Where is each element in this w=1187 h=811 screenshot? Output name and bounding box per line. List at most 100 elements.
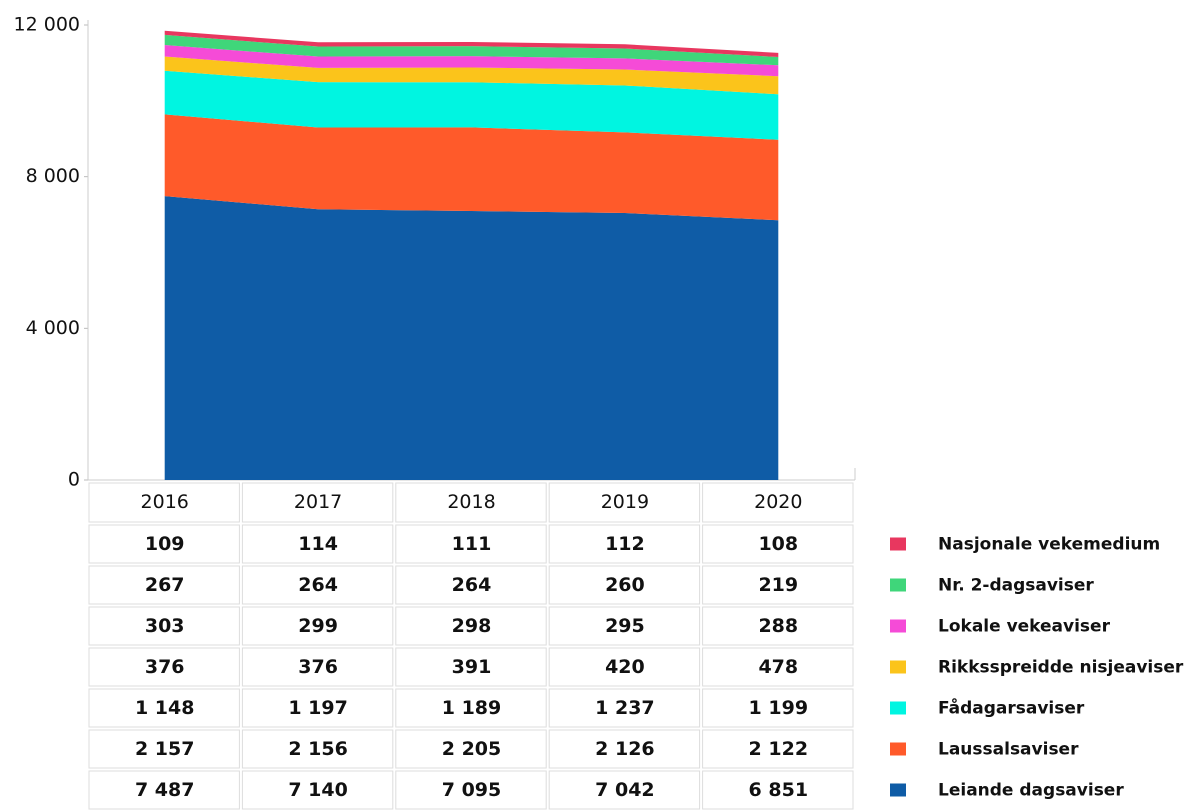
area (164, 196, 779, 480)
legend-swatch (890, 701, 906, 715)
year-label: 2019 (601, 491, 649, 513)
value-label: 267 (145, 574, 185, 596)
year-label: 2018 (447, 491, 495, 513)
value-label: 112 (605, 533, 645, 555)
area (164, 70, 779, 140)
table-cell (548, 688, 701, 728)
legend-swatch (890, 742, 906, 756)
table-cell (395, 482, 547, 523)
year-label: 2017 (294, 491, 342, 513)
value-label: 7 042 (595, 779, 655, 801)
area (164, 114, 779, 221)
table-cell (88, 688, 240, 728)
table-cell (395, 770, 547, 810)
value-label: 295 (605, 615, 645, 637)
legend-swatch (890, 619, 906, 633)
value-label: 264 (452, 574, 492, 596)
value-label: 114 (298, 533, 338, 555)
value-label: 1 199 (749, 697, 809, 719)
value-label: 6 851 (749, 779, 809, 801)
table-cell (548, 482, 701, 523)
value-label: 111 (452, 533, 492, 555)
legend-label: Nr. 2-dagsaviser (938, 576, 1094, 596)
legend-label: Nasjonale vekemedium (938, 535, 1160, 555)
value-label: 303 (145, 615, 185, 637)
area (164, 34, 779, 66)
value-label: 1 237 (595, 697, 655, 719)
table-cell (395, 647, 547, 687)
table-cell (702, 729, 854, 769)
table-cell (395, 524, 547, 564)
table-cell (548, 565, 701, 605)
table-cell (702, 524, 854, 564)
value-label: 2 205 (442, 738, 502, 760)
legend-swatch (890, 537, 906, 551)
value-label: 2 156 (288, 738, 348, 760)
legend-swatch (890, 783, 906, 797)
value-label: 260 (605, 574, 645, 596)
table-cell (548, 606, 701, 646)
table-cell (88, 647, 240, 687)
legend-label: Rikksspreidde nisjeaviser (938, 658, 1184, 678)
table-cell (702, 770, 854, 810)
table-cell (702, 482, 854, 523)
table-cell (88, 770, 240, 810)
year-label: 2020 (754, 491, 802, 513)
legend-swatch (890, 578, 906, 592)
table-cell (88, 729, 240, 769)
value-label: 376 (298, 656, 338, 678)
value-label: 7 487 (135, 779, 195, 801)
table-cell (548, 729, 701, 769)
value-label: 7 095 (442, 779, 502, 801)
value-label: 109 (145, 533, 185, 555)
table-cell (702, 688, 854, 728)
value-label: 299 (298, 615, 338, 637)
area (164, 45, 779, 77)
value-label: 1 189 (442, 697, 502, 719)
table-cell (702, 606, 854, 646)
legend-label: Lokale vekeaviser (938, 617, 1111, 637)
table-cell (395, 729, 547, 769)
table-cell (702, 647, 854, 687)
table-cell (395, 565, 547, 605)
value-label: 420 (605, 656, 645, 678)
value-label: 298 (452, 615, 492, 637)
legend-label: Fådagarsaviser (938, 697, 1085, 719)
value-label: 2 157 (135, 738, 195, 760)
value-label: 376 (145, 656, 185, 678)
value-label: 391 (452, 656, 492, 678)
table-cell (241, 524, 394, 564)
table-cell (241, 647, 394, 687)
y-tick-label: 0 (68, 469, 80, 491)
value-label: 264 (298, 574, 338, 596)
legend-label: Leiande dagsaviser (938, 781, 1124, 801)
value-label: 108 (758, 533, 798, 555)
table-cell (88, 606, 240, 646)
value-label: 478 (758, 656, 798, 678)
area (164, 30, 779, 57)
legend-label: Laussalsaviser (938, 740, 1079, 760)
y-tick-label: 8 000 (26, 165, 80, 187)
value-label: 2 126 (595, 738, 655, 760)
table-cell (395, 688, 547, 728)
value-label: 1 148 (135, 697, 195, 719)
table-cell (241, 565, 394, 605)
table-cell (241, 770, 394, 810)
value-label: 2 122 (749, 738, 809, 760)
table-cell (395, 606, 547, 646)
value-label: 1 197 (288, 697, 348, 719)
table-cell (241, 482, 394, 523)
table-cell (88, 482, 240, 523)
table-cell (241, 606, 394, 646)
value-label: 288 (758, 615, 798, 637)
year-label: 2016 (141, 491, 189, 513)
table-cell (548, 647, 701, 687)
table-cell (241, 729, 394, 769)
value-label: 7 140 (288, 779, 348, 801)
table-cell (702, 565, 854, 605)
legend-swatch (890, 660, 906, 674)
table-cell (548, 524, 701, 564)
y-tick-label: 12 000 (14, 14, 80, 36)
